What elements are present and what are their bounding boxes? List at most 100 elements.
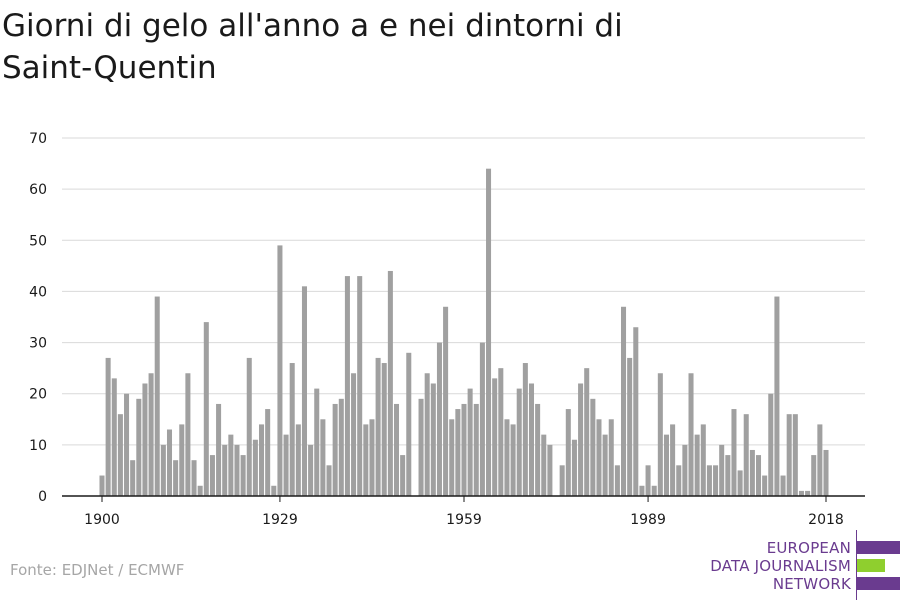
bar — [387, 270, 393, 496]
bar — [136, 398, 142, 496]
bar — [154, 296, 160, 496]
bar — [197, 485, 203, 496]
bar — [516, 388, 522, 496]
bar — [590, 398, 596, 496]
bar — [400, 455, 406, 496]
bars — [99, 168, 829, 496]
bar — [111, 378, 117, 496]
bar — [651, 485, 657, 496]
bar — [504, 419, 510, 496]
bar — [393, 403, 400, 496]
bar — [565, 409, 571, 496]
x-tick-label: 2018 — [808, 512, 844, 528]
bar — [559, 465, 565, 496]
bar — [234, 444, 240, 496]
bar — [357, 276, 363, 496]
bar — [786, 414, 792, 496]
bar — [547, 444, 553, 496]
bar — [768, 393, 774, 496]
bar — [424, 373, 430, 496]
bar — [338, 398, 344, 496]
bar — [209, 455, 215, 496]
bar — [344, 276, 350, 496]
bar — [798, 490, 804, 496]
x-tick-label: 1929 — [262, 512, 298, 528]
y-tick-label: 70 — [29, 131, 47, 147]
bar — [473, 403, 479, 496]
x-tick-label: 1900 — [84, 512, 120, 528]
bar — [117, 414, 123, 496]
bar — [240, 455, 246, 496]
bar — [216, 403, 222, 496]
bar — [811, 455, 817, 496]
bar — [608, 419, 614, 496]
bar — [375, 357, 381, 496]
bar — [627, 357, 633, 496]
chart-title: Giorni di gelo all'anno a e nei dintorni… — [2, 8, 623, 86]
y-tick-label: 60 — [29, 182, 47, 198]
y-tick-label: 30 — [29, 336, 47, 352]
bar — [492, 378, 498, 496]
bar — [246, 357, 252, 496]
bar — [449, 419, 455, 496]
x-tick-label: 1989 — [630, 512, 666, 528]
logo-line-network: NETWORK — [772, 575, 851, 593]
bar — [510, 424, 516, 496]
source-note: Fonte: EDJNet / ECMWF — [10, 561, 185, 579]
logo-divider — [856, 530, 857, 600]
bar — [191, 460, 197, 496]
bar — [682, 444, 688, 496]
bar — [541, 434, 547, 496]
bar — [657, 373, 663, 496]
bar — [621, 306, 627, 496]
bar — [166, 429, 173, 496]
bar — [731, 409, 737, 496]
bar — [749, 449, 755, 496]
bar — [173, 460, 179, 496]
bar — [584, 368, 590, 496]
bar — [363, 424, 369, 496]
bar — [596, 419, 602, 496]
bar — [326, 465, 332, 496]
bar — [130, 460, 136, 496]
bar — [823, 449, 829, 496]
bar — [332, 403, 338, 496]
bar — [700, 424, 706, 496]
bar — [436, 342, 442, 496]
bar — [271, 485, 277, 496]
logo-bar-purple-top — [857, 541, 900, 554]
bar — [522, 363, 528, 496]
bar — [228, 434, 234, 496]
logo-bar-purple-bottom — [857, 577, 900, 590]
bar — [308, 444, 314, 496]
y-tick-label: 50 — [29, 233, 47, 249]
bar — [105, 357, 111, 496]
bar — [676, 465, 682, 496]
bar — [179, 424, 185, 496]
bar — [639, 485, 645, 496]
bar — [755, 455, 762, 496]
bar — [265, 409, 271, 496]
bar — [571, 439, 577, 496]
bar — [817, 424, 823, 496]
bar — [283, 434, 289, 496]
bar — [792, 414, 798, 496]
bar — [602, 434, 608, 496]
x-axis-ticks: 1900 1929 1959 1989 2018 — [84, 496, 844, 528]
bar — [277, 245, 283, 496]
bar — [578, 383, 584, 496]
bar — [320, 419, 326, 496]
bar — [99, 475, 105, 496]
y-tick-label: 20 — [29, 387, 47, 403]
bar — [762, 475, 768, 496]
edjnet-logo[interactable]: EUROPEAN DATA JOURNALISM NETWORK — [700, 530, 900, 600]
bar — [479, 342, 485, 496]
bar — [222, 444, 228, 496]
logo-bar-green — [857, 559, 885, 572]
y-axis-ticks: 0 10 20 30 40 50 60 70 — [29, 131, 47, 505]
logo-line-data-journalism: DATA JOURNALISM — [710, 557, 851, 575]
bar — [467, 388, 473, 496]
bar — [148, 373, 154, 496]
bar — [713, 465, 719, 496]
